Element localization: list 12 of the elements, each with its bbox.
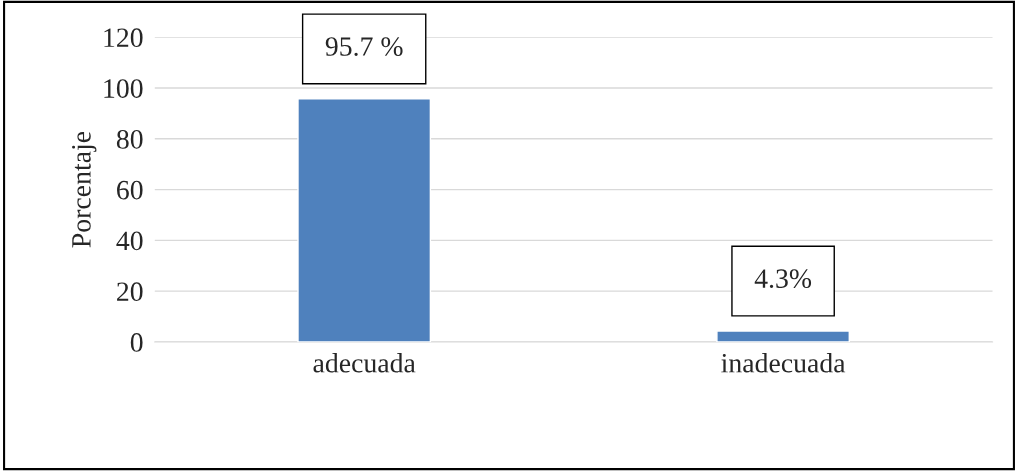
x-tick-label: inadecuada xyxy=(721,353,846,373)
y-tick-label: 120 xyxy=(104,28,143,48)
y-tick-label: 60 xyxy=(117,180,143,200)
y-tick-label: 80 xyxy=(116,129,143,149)
y-axis-title: Porcentaje xyxy=(72,131,97,248)
y-tick-label: 0 xyxy=(130,333,143,352)
data-label: 4.3% xyxy=(754,269,812,289)
data-label: 95.7 % xyxy=(325,37,403,56)
y-tick-label: 20 xyxy=(117,282,143,302)
y-tick-label: 40 xyxy=(116,231,143,251)
y-tick-label: 100 xyxy=(104,79,143,98)
x-tick-label: adecuada xyxy=(313,353,416,373)
